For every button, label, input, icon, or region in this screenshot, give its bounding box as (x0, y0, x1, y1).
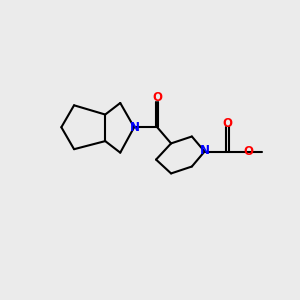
Text: N: N (130, 121, 140, 134)
Text: O: O (152, 91, 162, 104)
Text: O: O (223, 117, 233, 130)
Text: N: N (200, 144, 210, 157)
Text: O: O (243, 146, 253, 158)
